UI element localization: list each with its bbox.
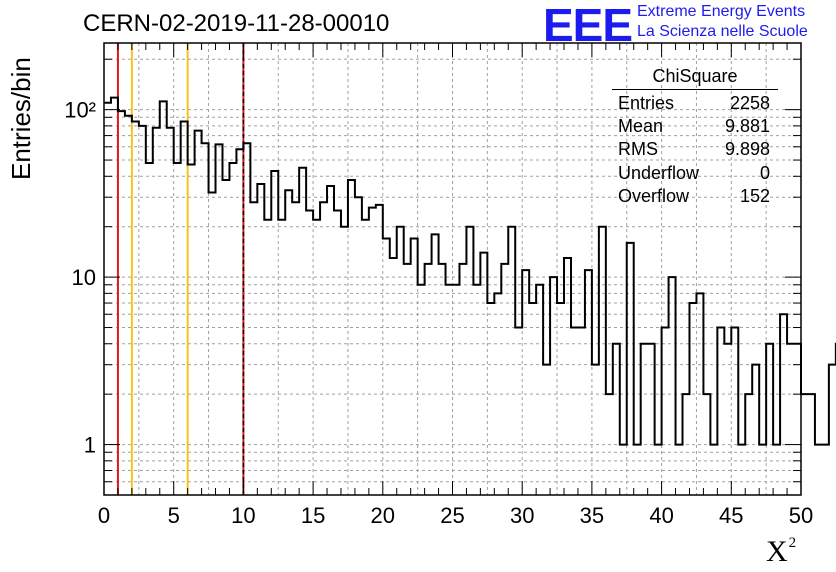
histogram-step-line: [104, 96, 836, 446]
x-axis-label-superscript: 2: [788, 535, 797, 551]
stats-row-mean: Mean 9.881: [612, 115, 778, 138]
eee-logo-text: Extreme Energy Events La Scienza nelle S…: [637, 2, 808, 42]
x-tick-label: 30: [510, 503, 534, 528]
x-tick-label: 15: [301, 503, 325, 528]
x-tick-label: 45: [719, 503, 743, 528]
x-tick-label: 10: [231, 503, 255, 528]
stats-label: Underflow: [618, 162, 700, 183]
logo-line-2: La Scienza nelle Scuole: [637, 23, 808, 40]
y-axis-ticks: 1 10 10²: [64, 58, 801, 496]
x-axis-label-symbol: X: [766, 535, 788, 568]
stats-value: 152: [739, 185, 770, 206]
y-tick-label: 1: [84, 433, 96, 458]
grid-lines: [104, 43, 801, 495]
y-axis-label: Entries/bin: [6, 57, 36, 180]
x-tick-label: 0: [98, 503, 110, 528]
x-axis-ticks: 0 5 10 15 20 25 30 35 40 45 50: [98, 43, 813, 528]
stats-row-underflow: Underflow 0: [612, 162, 778, 185]
stats-value: 0: [759, 162, 770, 183]
stats-value: 2258: [729, 93, 770, 113]
x-tick-label: 40: [649, 503, 673, 528]
chart-title: CERN-02-2019-11-28-00010: [83, 10, 390, 37]
stats-label: Entries: [618, 93, 675, 113]
eee-logo-mark: EEE: [543, 0, 633, 51]
x-tick-label: 50: [789, 503, 813, 528]
stats-label: Overflow: [618, 185, 690, 206]
stats-row-entries: Entries 2258: [612, 92, 778, 115]
stats-row-rms: RMS 9.898: [612, 138, 778, 161]
stats-value: 9.881: [724, 116, 770, 137]
stats-title: ChiSquare: [612, 66, 778, 90]
stats-label: Mean: [618, 116, 664, 137]
reference-lines: [116, 43, 245, 495]
x-tick-label: 5: [168, 503, 180, 528]
x-tick-label: 25: [440, 503, 464, 528]
x-axis-label: X2: [766, 535, 796, 569]
stats-box: ChiSquare Entries 2258 Mean 9.881 RMS 9.898…: [612, 66, 778, 208]
x-tick-label: 35: [580, 503, 604, 528]
logo-line-1: Extreme Energy Events: [637, 3, 806, 20]
y-tick-label: 10²: [64, 98, 96, 123]
stats-value: 9.898: [724, 139, 770, 160]
stats-row-overflow: Overflow 152: [612, 185, 778, 208]
x-tick-label: 20: [371, 503, 395, 528]
y-tick-label: 10: [72, 265, 96, 290]
stats-label: RMS: [618, 139, 658, 160]
